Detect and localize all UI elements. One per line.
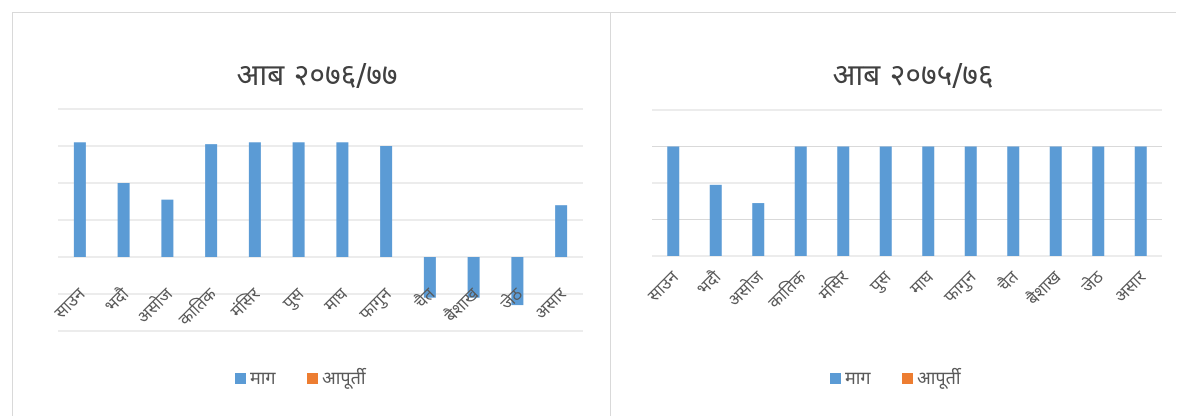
category-label: साउन	[644, 267, 683, 306]
category-label: माघ	[320, 284, 352, 316]
bar	[879, 146, 892, 256]
bar	[709, 184, 722, 256]
bar	[205, 144, 218, 257]
bar	[248, 142, 261, 257]
legend-swatch	[235, 373, 246, 384]
category-label: पुस	[866, 267, 895, 296]
category-label: जेठ	[1077, 266, 1109, 298]
gridlines	[652, 109, 1162, 257]
bars-series-माग	[73, 142, 568, 306]
bar	[667, 146, 680, 256]
category-label: कातिक	[174, 283, 221, 330]
bar	[1134, 146, 1147, 256]
category-label: असार	[1111, 267, 1151, 307]
bar	[1049, 146, 1062, 256]
category-label: असोज	[133, 283, 177, 327]
chart-right-svg: आब २०७५/७६ साउन भदौ असोजकातिक मंसिर पुस माघ फाग…	[644, 58, 1162, 389]
legend-label: आपूर्ती	[917, 367, 962, 389]
legend: माग आपूर्ती	[830, 367, 962, 389]
bar	[922, 146, 935, 256]
category-label: मंसिर	[226, 283, 265, 322]
category-label: असार	[531, 284, 571, 324]
category-label: चैत	[993, 266, 1023, 296]
bar	[1007, 146, 1020, 256]
bar	[380, 146, 393, 257]
bar	[794, 146, 807, 256]
category-labels: साउन भदौ असोजकातिक मंसिर पुस माघ फागुन चैत बैशाख…	[644, 266, 1151, 313]
legend-swatch	[902, 373, 913, 384]
chart-right: आब २०७५/७६ साउन भदौ असोज कातिक मंसिर पुस माघ फाग…	[610, 12, 1176, 416]
bar	[837, 146, 850, 256]
category-label: भदौ	[692, 266, 725, 299]
category-label: असोज	[724, 266, 768, 310]
category-label: साउन	[51, 284, 90, 323]
legend-swatch	[830, 373, 841, 384]
bar	[117, 183, 130, 257]
bar	[511, 257, 524, 306]
gridlines	[58, 108, 583, 332]
bar	[1092, 146, 1105, 256]
legend-label: आपूर्ती	[322, 367, 367, 389]
legend-swatch	[307, 373, 318, 384]
chart-title: आब २०७५/७६	[832, 58, 993, 93]
bar	[423, 257, 436, 298]
bar	[161, 199, 174, 257]
bar	[964, 146, 977, 256]
category-label: माघ	[906, 267, 938, 299]
category-label: फागुन	[940, 267, 980, 307]
legend-label: माग	[845, 368, 871, 389]
category-label: फागुन	[356, 284, 396, 324]
bar	[73, 142, 86, 257]
chart-left: आब २०७६/७७ साउन भदौ असोज कातिक मंसिर पुस माघ फाग…	[12, 12, 611, 416]
bar	[555, 205, 568, 257]
category-label: मंसिर	[815, 266, 854, 305]
category-label: भदौ	[100, 283, 133, 316]
bar	[292, 142, 305, 257]
category-label: पुस	[279, 284, 308, 313]
bar	[336, 142, 349, 257]
bars-series-माग	[667, 146, 1147, 256]
chart-left-svg: आब २०७६/७७ साउन भदौ असोजकातिक मंसिर पुस माघ फाग…	[51, 58, 583, 389]
bar	[467, 257, 480, 298]
category-labels: साउन भदौ असोजकातिक मंसिर पुस माघ फागुन चैत बैशाख…	[51, 283, 572, 330]
category-label: बैशाख	[1022, 266, 1066, 310]
chart-title: आब २०७६/७७	[236, 58, 397, 93]
legend: माग आपूर्ती	[235, 367, 367, 389]
bar	[752, 203, 765, 256]
legend-label: माग	[250, 368, 276, 389]
category-label: कातिक	[764, 266, 811, 313]
